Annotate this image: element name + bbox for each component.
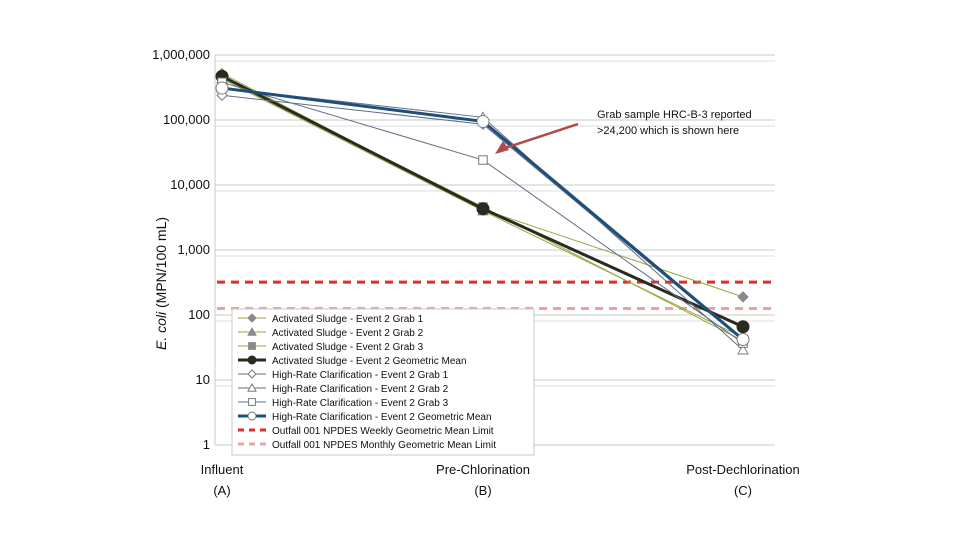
legend-label: Activated Sludge - Event 2 Grab 3	[272, 342, 424, 353]
annotation: Grab sample HRC-B-3 reported >24,200 whic…	[495, 109, 752, 155]
data-point	[736, 320, 750, 334]
annotation-arrow	[504, 122, 579, 150]
data-point	[215, 81, 229, 95]
legend-label: Outfall 001 NPDES Weekly Geometric Mean …	[272, 426, 494, 437]
y-tick-label: 10,000	[170, 177, 210, 192]
data-point	[737, 343, 749, 355]
y-tick-label: 1	[203, 437, 210, 452]
legend-label: High-Rate Clarification - Event 2 Grab 1	[272, 370, 449, 381]
x-category-code: (C)	[734, 483, 752, 498]
legend: Activated Sludge - Event 2 Grab 1 Activat…	[231, 308, 535, 456]
annotation-arrowhead	[495, 141, 509, 155]
limit-lines	[217, 280, 775, 310]
data-point	[736, 332, 750, 346]
y-tick-label: 100,000	[163, 112, 210, 127]
legend-marker	[247, 313, 257, 323]
legend-marker	[247, 382, 257, 392]
legend-marker	[247, 369, 257, 379]
legend-label: Activated Sludge - Event 2 Grab 1	[272, 314, 424, 325]
y-tick-label: 1,000,000	[152, 47, 210, 62]
legend-label: High-Rate Clarification - Event 2 Geomet…	[272, 412, 492, 423]
legend-marker	[247, 411, 257, 421]
x-category-code: (A)	[213, 483, 230, 498]
y-axis-label: E. coli (MPN/100 mL)	[153, 217, 169, 350]
legend-marker	[247, 355, 257, 365]
annotation-text: Grab sample HRC-B-3 reported	[597, 109, 752, 121]
x-category-label: Pre-Chlorination	[436, 462, 530, 477]
series-group	[215, 67, 750, 355]
legend-box	[231, 308, 535, 456]
legend-label: Activated Sludge - Event 2 Geometric Mea…	[272, 356, 467, 367]
y-tick-label: 100	[188, 307, 210, 322]
legend-marker	[248, 398, 256, 406]
data-point	[476, 202, 490, 216]
y-tick-label: 10	[196, 372, 210, 387]
x-category-labels: Influent (A) Pre-Chlorination (B) Post-Dechl…	[201, 462, 800, 498]
legend-label: Outfall 001 NPDES Monthly Geometric Mean…	[272, 440, 496, 451]
data-point	[476, 114, 490, 128]
data-point	[737, 291, 749, 303]
legend-label: High-Rate Clarification - Event 2 Grab 3	[272, 398, 449, 409]
legend-label: High-Rate Clarification - Event 2 Grab 2	[272, 384, 449, 395]
data-point	[478, 155, 488, 165]
legend-label: Activated Sludge - Event 2 Grab 2	[272, 328, 424, 339]
legend-marker	[248, 342, 256, 350]
y-tick-labels: 1 10 100 1,000 10,000 100,000 1,000,000	[152, 47, 210, 452]
x-category-label: Post-Dechlorination	[686, 462, 799, 477]
y-tick-label: 1,000	[177, 242, 210, 257]
annotation-text: >24,200 which is shown here	[597, 125, 739, 137]
legend-marker	[247, 326, 257, 336]
x-category-code: (B)	[474, 483, 491, 498]
x-category-label: Influent	[201, 462, 244, 477]
